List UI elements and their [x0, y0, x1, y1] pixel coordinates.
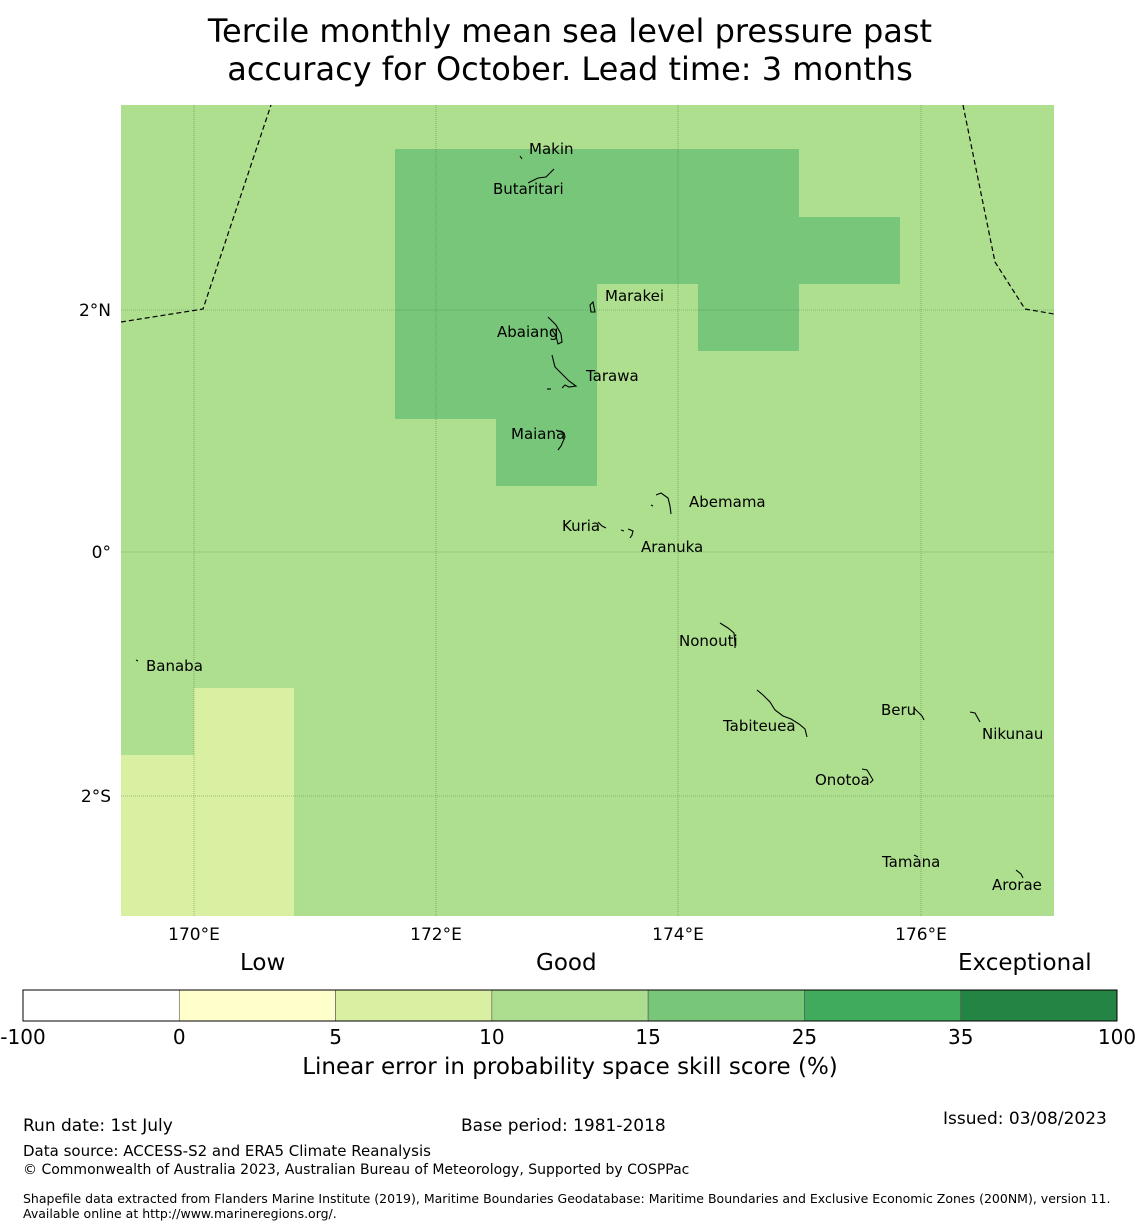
- colorbar-segment: [804, 989, 962, 1022]
- x-axis-ticks: 170°E 172°E 174°E 176°E: [168, 925, 947, 945]
- place-label: Nikunau: [982, 725, 1043, 743]
- place-label: Tamana: [881, 853, 940, 871]
- x-tick-label: 170°E: [168, 925, 220, 945]
- colorbar-tick-label: 25: [792, 1025, 817, 1049]
- colorbar-frame: [22, 989, 1118, 1022]
- colorbar-segment: [960, 989, 1118, 1022]
- place-label: Onotoa: [815, 771, 870, 789]
- place-labels: Makin Butaritari Marakei Abaiang Tarawa …: [146, 140, 1043, 894]
- place-label: Tarawa: [585, 367, 639, 385]
- gridlines: [121, 105, 1054, 916]
- title-line-1: Tercile monthly mean sea level pressure …: [207, 12, 933, 50]
- colorbar-segments: [22, 989, 1118, 1022]
- colorbar-tick-label: 10: [479, 1025, 504, 1049]
- title-line-2: accuracy for October. Lead time: 3 month…: [227, 50, 913, 88]
- place-label: Abaiang: [497, 323, 558, 341]
- colorbar-label: Linear error in probability space skill …: [302, 1054, 838, 1080]
- shapefile-credit: Shapefile data extracted from Flanders M…: [23, 1191, 1111, 1221]
- category-good: Good: [536, 950, 597, 976]
- colorbar-ticks: -100 0 5 10 15 25 35 100: [0, 1025, 1136, 1049]
- colorbar: -100 0 5 10 15 25 35 100: [0, 989, 1136, 1049]
- place-label: Banaba: [146, 657, 203, 675]
- x-tick-label: 174°E: [652, 925, 704, 945]
- colorbar-segment: [335, 989, 493, 1022]
- colorbar-tick-label: 5: [329, 1025, 342, 1049]
- place-label: Maiana: [511, 425, 565, 443]
- data-source: Data source: ACCESS-S2 and ERA5 Climate …: [23, 1142, 431, 1160]
- place-label: Arorae: [992, 876, 1042, 894]
- colorbar-segment: [491, 989, 649, 1022]
- place-label: Beru: [881, 701, 916, 719]
- place-label: Butaritari: [493, 180, 564, 198]
- place-label: Kuria: [562, 517, 600, 535]
- y-tick-label: 2°N: [79, 301, 111, 321]
- map-title: Tercile monthly mean sea level pressure …: [0, 12, 1140, 88]
- colorbar-segment: [22, 989, 180, 1022]
- colorbar-tick-label: -100: [0, 1025, 45, 1049]
- place-label: Marakei: [605, 287, 664, 305]
- place-label: Nonouti: [679, 632, 738, 650]
- issued-date: Issued: 03/08/2023: [943, 1109, 1107, 1129]
- place-label: Abemama: [689, 493, 766, 511]
- category-exceptional: Exceptional: [958, 950, 1092, 976]
- y-tick-label: 2°S: [81, 787, 111, 807]
- run-date: Run date: 1st July: [23, 1116, 173, 1136]
- eez-boundaries: [120, 104, 1055, 323]
- colorbar-segment: [647, 989, 805, 1022]
- place-label: Makin: [529, 140, 574, 158]
- colorbar-tick-label: 35: [948, 1025, 973, 1049]
- colorbar-tick-label: 100: [1098, 1025, 1136, 1049]
- y-tick-label: 0°: [92, 543, 111, 563]
- colorbar-tick-label: 15: [635, 1025, 660, 1049]
- place-label: Tabiteuea: [722, 717, 796, 735]
- low-skill-region: [121, 688, 294, 916]
- base-period: Base period: 1981-2018: [461, 1116, 666, 1136]
- place-label: Aranuka: [641, 538, 703, 556]
- x-tick-label: 176°E: [895, 925, 947, 945]
- x-tick-label: 172°E: [410, 925, 462, 945]
- colorbar-segment: [178, 989, 336, 1022]
- copyright: © Commonwealth of Australia 2023, Austra…: [23, 1162, 690, 1178]
- y-axis-ticks: 2°N 0° 2°S: [79, 301, 111, 807]
- high-skill-region: [395, 149, 900, 486]
- category-low: Low: [240, 950, 286, 976]
- colorbar-tick-label: 0: [173, 1025, 186, 1049]
- island-outlines: [135, 155, 1024, 879]
- skill-map: Makin Butaritari Marakei Abaiang Tarawa …: [79, 104, 1055, 945]
